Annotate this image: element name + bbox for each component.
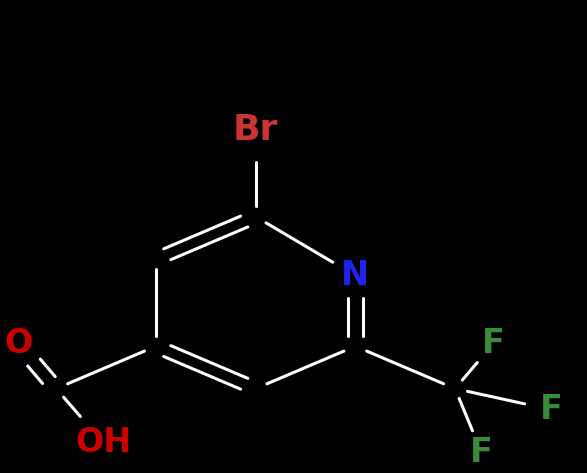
- Text: OH: OH: [75, 426, 131, 459]
- Text: Br: Br: [233, 113, 278, 147]
- Text: F: F: [470, 436, 493, 469]
- Text: F: F: [482, 327, 505, 360]
- Text: N: N: [341, 259, 369, 292]
- Text: O: O: [4, 327, 32, 360]
- Text: F: F: [541, 394, 564, 426]
